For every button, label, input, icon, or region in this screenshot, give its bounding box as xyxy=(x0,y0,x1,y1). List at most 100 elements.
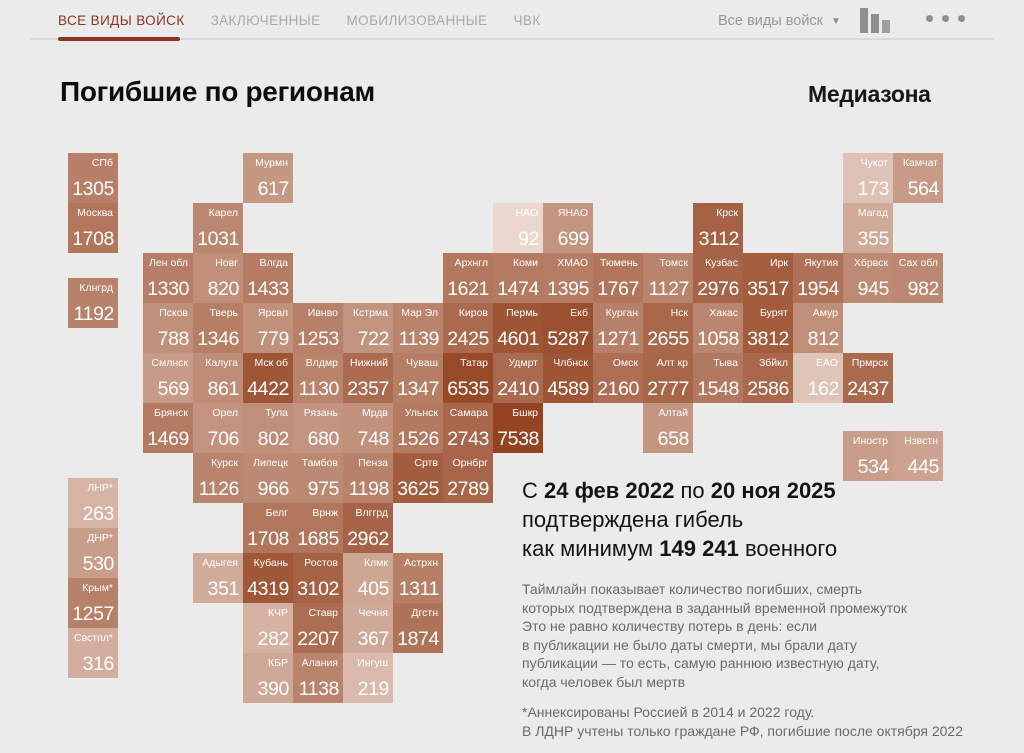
region-tile[interactable]: Екб 5287 xyxy=(543,303,593,353)
region-tile[interactable]: Якутия 1954 xyxy=(793,253,843,303)
region-tile[interactable]: Нзвстн 445 xyxy=(893,430,943,481)
region-tile[interactable]: Камчат 564 xyxy=(893,153,943,203)
region-tile[interactable]: Ярсвл 779 xyxy=(243,303,293,353)
region-tile[interactable]: Лен обл 1330 xyxy=(143,253,193,303)
region-tile[interactable]: Тюмень 1767 xyxy=(593,253,643,303)
region-tile[interactable]: Тыва 1548 xyxy=(693,353,743,403)
region-tile[interactable]: Курск 1126 xyxy=(193,453,243,503)
region-tile[interactable]: ЯНАО 699 xyxy=(543,203,593,253)
region-tile[interactable]: Прмрск 2437 xyxy=(843,353,893,403)
region-tile[interactable]: Ульнск 1526 xyxy=(393,403,443,453)
region-tile[interactable]: Алания 1138 xyxy=(293,653,343,703)
region-tile[interactable]: Хбрвск 945 xyxy=(843,253,893,303)
region-tile[interactable]: Магад 355 xyxy=(843,203,893,253)
region-tile[interactable]: Влдмр 1130 xyxy=(293,353,343,403)
region-tile[interactable]: Клмк 405 xyxy=(343,553,393,603)
region-tile[interactable]: Ингуш 219 xyxy=(343,653,393,703)
region-tile[interactable]: Тверь 1346 xyxy=(193,303,243,353)
region-tile[interactable]: Ирк 3517 xyxy=(743,253,793,303)
region-tile[interactable]: Брянск 1469 xyxy=(143,403,193,453)
region-abbr: Курган xyxy=(605,307,638,319)
region-tile[interactable]: Орнбрг 2789 xyxy=(443,453,493,503)
region-tile[interactable]: Кубань 4319 xyxy=(243,553,293,603)
region-tile[interactable]: Татар 6535 xyxy=(443,353,493,403)
region-tile[interactable]: Киров 2425 xyxy=(443,303,493,353)
tab-all-troops[interactable]: ВСЕ ВИДЫ ВОЙСК xyxy=(58,13,185,28)
region-tile[interactable]: Кузбас 2976 xyxy=(693,253,743,303)
region-tile[interactable]: Пенза 1198 xyxy=(343,453,393,503)
region-tile[interactable]: ЛНР* 263 xyxy=(68,478,118,528)
region-tile[interactable]: Дгстн 1874 xyxy=(393,603,443,653)
region-tile[interactable]: Новг 820 xyxy=(193,253,243,303)
region-tile[interactable]: Ростов 3102 xyxy=(293,553,343,603)
region-tile[interactable]: Мурмн 617 xyxy=(243,153,293,203)
region-tile[interactable]: Крск 3112 xyxy=(693,203,743,253)
region-tile[interactable]: Калуга 861 xyxy=(193,353,243,403)
region-tile[interactable]: Белг 1708 xyxy=(243,503,293,553)
region-tile[interactable]: Чукот 173 xyxy=(843,153,893,203)
region-tile[interactable]: Псков 788 xyxy=(143,303,193,353)
region-tile[interactable]: Хакас 1058 xyxy=(693,303,743,353)
timeline-selection[interactable] xyxy=(58,37,180,41)
region-tile[interactable]: Кстрма 722 xyxy=(343,303,393,353)
region-abbr: ЛНР* xyxy=(87,482,113,494)
region-tile[interactable]: ДНР* 530 xyxy=(68,528,118,578)
region-tile[interactable]: Томск 1127 xyxy=(643,253,693,303)
region-tile[interactable]: КЧР 282 xyxy=(243,603,293,653)
bar-chart-icon[interactable] xyxy=(860,8,890,33)
region-tile[interactable]: Збйкл 2586 xyxy=(743,353,793,403)
region-tile[interactable]: Влгда 1433 xyxy=(243,253,293,303)
region-tile[interactable]: Адыгея 351 xyxy=(193,553,243,603)
region-tile[interactable]: Чечня 367 xyxy=(343,603,393,653)
region-tile[interactable]: Москва 1708 xyxy=(68,203,118,253)
region-tile[interactable]: Свстпл* 316 xyxy=(68,628,118,678)
ellipsis-icon[interactable] xyxy=(926,15,965,22)
region-tile[interactable]: Чуваш 1347 xyxy=(393,353,443,403)
region-tile[interactable]: Липецк 966 xyxy=(243,453,293,503)
region-tile[interactable]: Архнгл 1621 xyxy=(443,253,493,303)
timeline-track[interactable] xyxy=(30,38,994,40)
region-tile[interactable]: Пермь 4601 xyxy=(493,303,543,353)
region-tile[interactable]: Нижний 2357 xyxy=(343,353,393,403)
region-tile[interactable]: Орел 706 xyxy=(193,403,243,453)
region-tile[interactable]: Астрхн 1311 xyxy=(393,553,443,603)
region-tile[interactable]: Крым* 1257 xyxy=(68,578,118,628)
region-tile[interactable]: ХМАО 1395 xyxy=(543,253,593,303)
region-tile[interactable]: Ивнво 1253 xyxy=(293,303,343,353)
region-tile[interactable]: Бурят 3812 xyxy=(743,303,793,353)
region-tile[interactable]: Мрдв 748 xyxy=(343,403,393,453)
region-tile[interactable]: Омск 2160 xyxy=(593,353,643,403)
region-tile[interactable]: Врнж 1685 xyxy=(293,503,343,553)
region-tile[interactable]: Алт кр 2777 xyxy=(643,353,693,403)
region-tile[interactable]: Курган 1271 xyxy=(593,303,643,353)
tab-mobilized[interactable]: МОБИЛИЗОВАННЫЕ xyxy=(346,13,488,28)
region-tile[interactable]: Удмрт 2410 xyxy=(493,353,543,403)
tab-prisoners[interactable]: ЗАКЛЮЧЕННЫЕ xyxy=(210,13,321,28)
region-tile[interactable]: КБР 390 xyxy=(243,653,293,703)
region-tile[interactable]: СПб 1305 xyxy=(68,153,118,203)
region-tile[interactable]: НАО 92 xyxy=(493,203,543,253)
region-tile[interactable]: Самара 2743 xyxy=(443,403,493,453)
region-tile[interactable]: Тула 802 xyxy=(243,403,293,453)
region-tile[interactable]: Ставр 2207 xyxy=(293,603,343,653)
region-tile[interactable]: Карел 1031 xyxy=(193,203,243,253)
region-tile[interactable]: Сах обл 982 xyxy=(893,253,943,303)
tab-pmc[interactable]: ЧВК xyxy=(513,13,541,28)
region-tile[interactable]: Тамбов 975 xyxy=(293,453,343,503)
region-tile[interactable]: Коми 1474 xyxy=(493,253,543,303)
region-tile[interactable]: Мар Эл 1139 xyxy=(393,303,443,353)
region-tile[interactable]: Бшкр 7538 xyxy=(493,403,543,453)
region-tile[interactable]: Рязань 680 xyxy=(293,403,343,453)
region-tile[interactable]: Нск 2655 xyxy=(643,303,693,353)
region-tile[interactable]: Амур 812 xyxy=(793,303,843,353)
region-tile[interactable]: Смлнск 569 xyxy=(143,353,193,403)
region-tile[interactable]: ЕАО 162 xyxy=(793,353,843,403)
troop-type-dropdown[interactable]: Все виды войск ▼ xyxy=(718,13,841,29)
region-tile[interactable]: Клнгрд 1192 xyxy=(68,278,118,328)
region-tile[interactable]: Члбнск 4589 xyxy=(543,353,593,403)
region-tile[interactable]: Сртв 3625 xyxy=(393,453,443,503)
region-tile[interactable]: Иностр 534 xyxy=(843,430,893,481)
region-tile[interactable]: Мск об 4422 xyxy=(243,353,293,403)
region-tile[interactable]: Влггрд 2962 xyxy=(343,503,393,553)
region-tile[interactable]: Алтай 658 xyxy=(643,403,693,453)
